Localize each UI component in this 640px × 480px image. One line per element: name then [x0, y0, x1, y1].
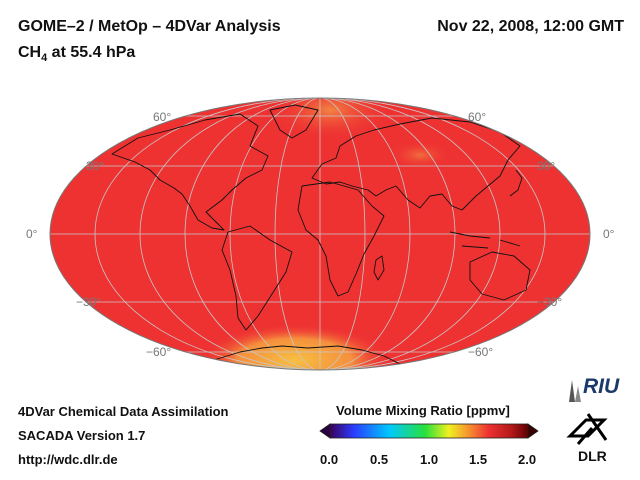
lat-label-60s-west: −60° [146, 345, 172, 359]
antarctica-coast [213, 345, 401, 370]
coastlines [111, 104, 531, 370]
madagascar-coast [373, 255, 385, 281]
lat-label-30s-east: −30° [537, 295, 563, 309]
analysis-datetime: Nov 22, 2008, 12:00 GMT [437, 18, 624, 35]
colorbar-tick-3: 1.5 [469, 452, 488, 467]
page-title: GOME–2 / MetOp – 4DVar Analysis [18, 18, 281, 35]
eurasia-coast [311, 117, 521, 211]
north-america-coast [111, 113, 269, 231]
colorbar-title: Volume Mixing Ratio [ppmv] [336, 403, 510, 418]
japan-coast [509, 169, 523, 197]
antarctic-high-region [200, 324, 390, 370]
pressure-level: at 55.4 hPa [47, 44, 136, 61]
species-symbol: CH [18, 44, 42, 61]
footer-url-link[interactable]: http://wdc.dlr.de [18, 452, 118, 467]
lat-label-eq-east: 0° [603, 227, 615, 241]
siberia-high-region [390, 141, 450, 169]
colorbar-min-arrow [319, 423, 331, 439]
colorbar-ramp [329, 423, 529, 439]
graticule [50, 98, 590, 370]
greenland-coast [269, 104, 319, 139]
dlr-logo-text: DLR [578, 448, 607, 464]
lat-label-60n-west: 60° [153, 110, 172, 124]
footer-assimilation-label: 4DVar Chemical Data Assimilation [18, 404, 229, 419]
lat-label-30s-west: −30° [76, 295, 102, 309]
colorbar [319, 423, 539, 439]
species-subtitle: CH4 at 55.4 hPa [18, 44, 135, 64]
map-field [50, 98, 590, 370]
riu-logo-text: RIU [583, 375, 620, 398]
footer-version-label: SACADA Version 1.7 [18, 428, 146, 443]
south-america-coast [221, 225, 293, 331]
colorbar-tick-4: 2.0 [518, 452, 537, 467]
australia-coast [469, 251, 531, 301]
dlr-logo-mark [566, 413, 608, 445]
lat-label-60s-east: −60° [468, 345, 494, 359]
colorbar-tick-0: 0.0 [320, 452, 339, 467]
map-outline [49, 97, 591, 371]
colorbar-max-arrow [527, 423, 539, 439]
lat-label-30n-east: 30° [537, 159, 556, 173]
lat-label-30n-west: 30° [86, 159, 105, 173]
lat-label-eq-west: 0° [26, 227, 38, 241]
riu-logo-icon [569, 380, 581, 402]
africa-coast [297, 181, 385, 297]
arctic-high-region [270, 98, 390, 140]
lat-label-60n-east: 60° [468, 110, 487, 124]
colorbar-tick-1: 0.5 [370, 452, 389, 467]
indonesia-coast [449, 231, 521, 249]
colorbar-tick-2: 1.0 [420, 452, 439, 467]
species-subscript: 4 [41, 52, 48, 65]
